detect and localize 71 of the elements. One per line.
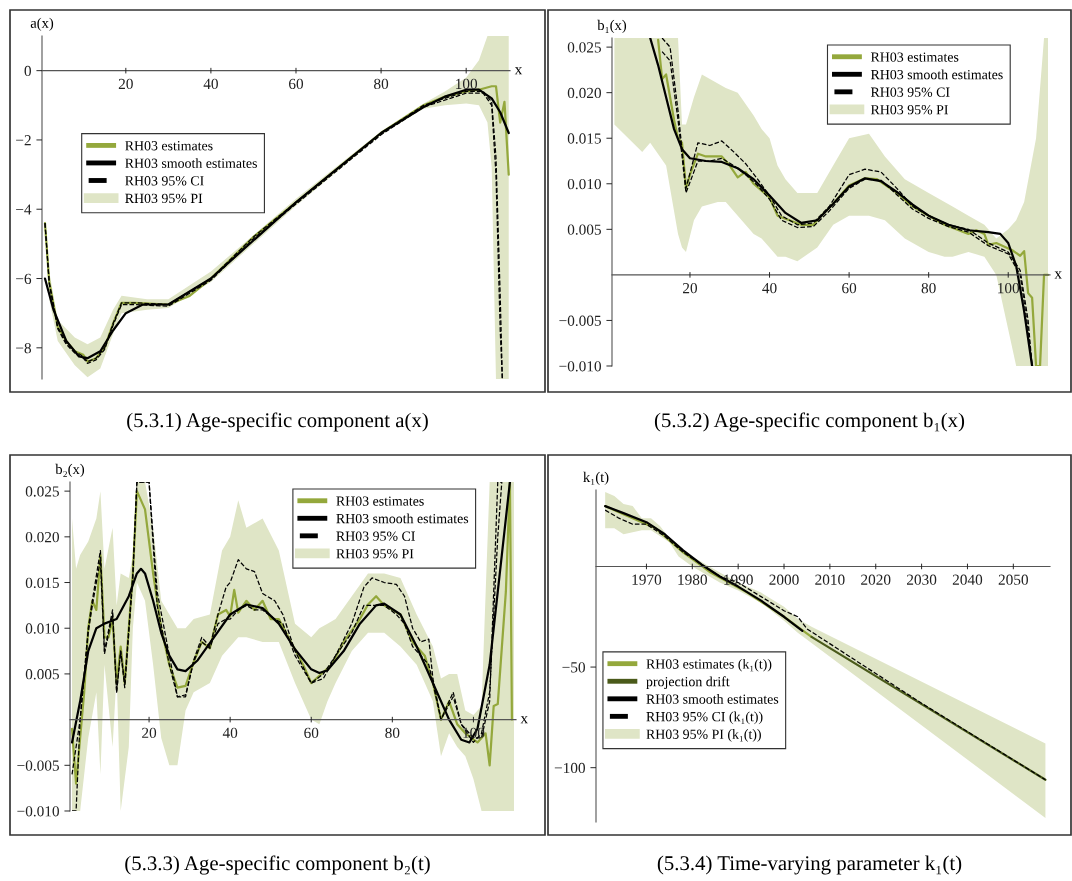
text: (5.3.3) Age-specific component b₂(t) bbox=[125, 855, 430, 875]
legend-label: RH03 95% PI bbox=[870, 105, 948, 115]
legend-label: RH03 smooth estimates bbox=[646, 694, 779, 704]
y-tick-label: 0.025 bbox=[567, 42, 601, 53]
x-tick-label: 80 bbox=[385, 727, 400, 738]
x-tick-label: 60 bbox=[289, 78, 304, 90]
y-tick-label: 0.025 bbox=[25, 486, 59, 497]
y-axis-title: a(x) bbox=[30, 17, 54, 31]
y-tick-label: −6 bbox=[16, 273, 32, 284]
y-tick-label: 0.005 bbox=[567, 224, 601, 235]
y-tick-label: −0.010 bbox=[559, 361, 601, 372]
x-tick-label: 2010 bbox=[815, 574, 845, 585]
x-axis-title: x bbox=[1054, 271, 1062, 279]
y-axis-title: b₁(x) bbox=[597, 19, 627, 34]
legend-label: RH03 estimates bbox=[870, 52, 959, 62]
legend-label: RH03 estimates (k₁(t)) bbox=[646, 658, 772, 672]
y-tick-label: 0.010 bbox=[567, 178, 601, 190]
legend-label: RH03 estimates bbox=[336, 496, 424, 506]
x-tick-label: 2020 bbox=[861, 574, 891, 585]
x-tick-label: 20 bbox=[683, 282, 698, 294]
text: (5.3.2) Age-specific component b₁(x) bbox=[654, 412, 965, 432]
x-tick-label: 80 bbox=[921, 282, 936, 294]
x-tick-label: 40 bbox=[222, 727, 238, 738]
x-tick-label: 40 bbox=[762, 282, 777, 294]
x-tick-label: 100 bbox=[456, 78, 478, 90]
legend-label: RH03 95% PI bbox=[125, 193, 203, 204]
text: (5.3.1) Age-specific component a(x) bbox=[127, 412, 428, 432]
x-tick-label: 60 bbox=[842, 282, 857, 294]
x-tick-label: 2040 bbox=[952, 574, 983, 585]
legend-label: RH03 95% PI (k₁(t)) bbox=[646, 729, 761, 742]
text: (5.3.4) Time-varying parameter k₁(t) bbox=[657, 855, 962, 875]
y-tick-label: −100 bbox=[554, 762, 585, 774]
x-tick-label: 40 bbox=[203, 78, 218, 90]
y-tick-label: −50 bbox=[562, 662, 585, 673]
y-tick-label: −0.010 bbox=[17, 806, 59, 817]
x-tick-label: 2030 bbox=[906, 574, 937, 585]
y-axis-title: k₁(t) bbox=[583, 471, 609, 486]
y-tick-label: 0.010 bbox=[25, 623, 59, 634]
y-tick-label: 0 bbox=[24, 65, 31, 77]
y-tick-label: −0.005 bbox=[17, 760, 59, 771]
x-tick-label: 60 bbox=[304, 727, 319, 738]
x-tick-label: 1970 bbox=[632, 574, 662, 585]
legend-label: RH03 95% CI bbox=[125, 176, 204, 186]
legend-label: RH03 smooth estimates bbox=[336, 513, 469, 524]
legend-label: projection drift bbox=[646, 676, 730, 690]
x-tick-label: 20 bbox=[118, 78, 133, 90]
y-tick-label: −8 bbox=[16, 342, 31, 354]
legend-label: RH03 95% CI (k₁(t)) bbox=[646, 711, 763, 725]
y-tick-label: 0.015 bbox=[25, 577, 59, 589]
x-tick-label: 80 bbox=[374, 78, 389, 90]
x-tick-label: 1980 bbox=[678, 574, 707, 585]
y-tick-label: 0.020 bbox=[25, 531, 59, 543]
x-axis-title: x bbox=[520, 716, 528, 724]
x-tick-label: 20 bbox=[142, 727, 157, 738]
y-tick-label: −2 bbox=[16, 135, 31, 146]
y-tick-label: −0.005 bbox=[559, 315, 601, 326]
y-tick-label: −4 bbox=[16, 204, 32, 215]
y-axis-title: b₂(x) bbox=[55, 463, 85, 478]
legend-label: RH03 smooth estimates bbox=[870, 69, 1003, 80]
legend-label: RH03 estimates bbox=[125, 141, 213, 151]
legend-label: RH03 95% CI bbox=[870, 87, 950, 97]
y-tick-label: 0.005 bbox=[25, 669, 59, 680]
x-tick-label: 100 bbox=[998, 282, 1020, 294]
y-tick-label: 0.015 bbox=[567, 133, 601, 144]
legend-label: RH03 smooth estimates bbox=[125, 158, 257, 168]
legend-label: RH03 95% CI bbox=[336, 531, 415, 541]
x-axis-title: x bbox=[514, 67, 523, 75]
y-tick-label: 0.020 bbox=[567, 87, 601, 99]
legend-label: RH03 95% PI bbox=[336, 549, 414, 559]
x-tick-label: 2050 bbox=[998, 574, 1029, 585]
x-tick-label: 2000 bbox=[769, 574, 799, 585]
